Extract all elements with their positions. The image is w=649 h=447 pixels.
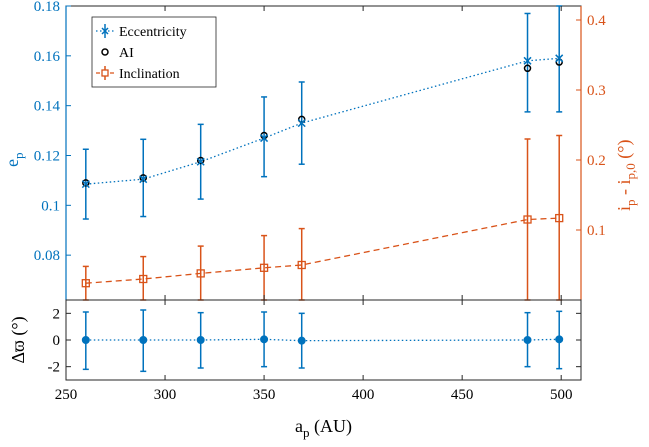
legend-label: Inclination (119, 67, 180, 82)
legend-label: AI (119, 46, 134, 61)
legend-ai-marker (101, 48, 109, 56)
inclination-point (297, 260, 306, 270)
bottom-axis-ticks: -2 0 2 250 300 350 400 450 500 (48, 300, 581, 403)
x-label-tail: (AU) (310, 416, 353, 437)
top-panel: 0.08 0.1 0.12 0.14 0.16 0.18 0.1 0.2 0.3 0.4 Ecce… (2, 0, 638, 301)
eccentricity-point (81, 180, 90, 189)
ai-point (196, 156, 205, 165)
legend-items: Eccentricity AI Inclination (96, 24, 187, 82)
y-right-label-tail: (°) (614, 140, 635, 164)
top-series-marks (81, 5, 564, 301)
bottom-y-tick-label: 0 (53, 333, 61, 349)
inclination-line (85, 217, 560, 284)
x-axis-label: ap (AU) (295, 416, 352, 440)
inclination-point (81, 279, 90, 288)
x-tick-label: 400 (352, 387, 375, 403)
inclination-point (555, 213, 564, 223)
y-right-tick-label: 0.2 (587, 153, 606, 169)
inclination-point (523, 215, 532, 224)
bottom-y-tick-label: 2 (53, 306, 61, 322)
inclination-point (139, 274, 148, 284)
eccentricity-point (139, 175, 148, 184)
eccentricity-point (523, 56, 532, 65)
y-left-tick-label: 0.16 (34, 49, 61, 65)
delta-varpi-line (85, 338, 560, 342)
y-left-label-base: e (2, 159, 22, 167)
delta-varpi-point (196, 336, 205, 344)
legend-label: Eccentricity (119, 25, 187, 40)
y-left-axis-label: ep (2, 153, 26, 168)
top-axis-ticks: 0.08 0.1 0.12 0.14 0.16 0.18 0.1 0.2 0.3 0.4 (34, 0, 606, 300)
x-tick-label: 350 (253, 387, 276, 403)
legend-inclination-marker (101, 69, 109, 77)
ai-point (139, 174, 147, 182)
ai-point (82, 179, 90, 187)
y-right-tick-label: 0.4 (587, 13, 606, 29)
legend-box (91, 16, 217, 88)
y-left-tick-label: 0.12 (34, 148, 60, 164)
delta-varpi-point (523, 336, 532, 344)
bottom-y-tick-label: -2 (48, 360, 61, 376)
inclination-point (196, 269, 205, 278)
y-left-label-sub: p (11, 153, 26, 160)
y-left-tick-label: 0.1 (41, 198, 60, 214)
ai-point (523, 64, 532, 73)
eccentricity-point (260, 134, 269, 143)
bottom-y-axis-label: Δϖ (°) (8, 316, 29, 363)
x-label-base: a (295, 416, 303, 436)
x-tick-label: 250 (55, 387, 78, 403)
y-left-tick-label: 0.08 (34, 248, 60, 264)
y-right-label-sub1: p (623, 199, 638, 206)
delta-varpi-point (260, 335, 269, 344)
x-tick-label: 450 (451, 387, 474, 403)
y-right-label-mid: - i (614, 179, 634, 199)
eccentricity-point (196, 157, 205, 166)
y-left-tick-label: 0.14 (34, 99, 61, 115)
y-left-tick-label: 0.18 (34, 0, 60, 15)
y-right-label-base: i (614, 206, 634, 211)
y-right-tick-label: 0.1 (587, 223, 606, 239)
inclination-point (259, 263, 269, 272)
delta-varpi-point (297, 336, 306, 345)
eccentricity-point (297, 119, 306, 128)
bottom-panel: -2 0 2 250 300 350 400 450 500 Δϖ (°) ap (AU) (8, 299, 582, 440)
delta-varpi-point (555, 335, 564, 344)
x-tick-label: 500 (550, 387, 573, 403)
y-right-axis-label: ip - ip,0 (°) (614, 140, 638, 211)
delta-varpi-point (139, 336, 148, 344)
bottom-series-marks (81, 309, 564, 373)
eccentricity-point (555, 54, 564, 63)
x-tick-label: 300 (154, 387, 177, 403)
legend-eccentricity-marker (101, 27, 109, 35)
x-label-sub: p (303, 425, 310, 440)
legend: Eccentricity AI Inclination (91, 16, 217, 88)
y-right-tick-label: 0.3 (587, 83, 606, 99)
delta-varpi-point (81, 336, 90, 344)
y-right-label-sub2: p,0 (623, 163, 638, 179)
